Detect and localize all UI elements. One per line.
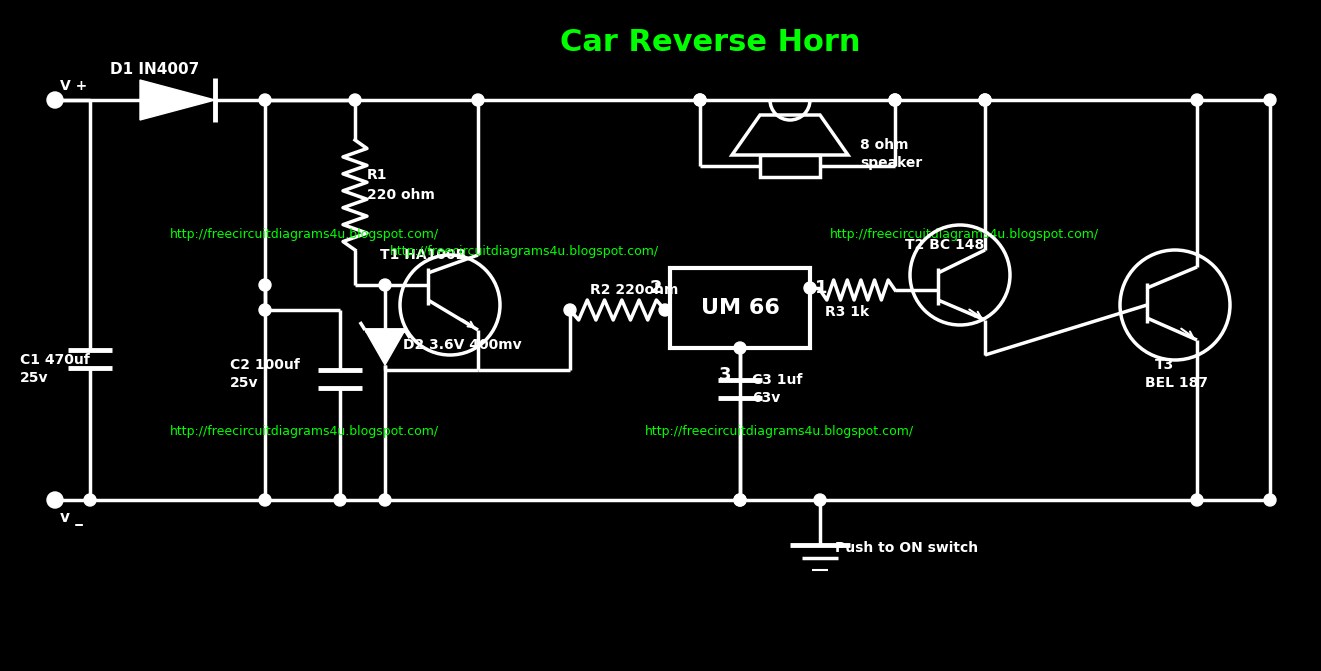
Circle shape [379,494,391,506]
Text: UM 66: UM 66 [700,298,779,318]
Circle shape [1192,494,1203,506]
Circle shape [734,342,746,354]
Bar [760,155,820,177]
Circle shape [814,494,826,506]
Text: V +: V + [59,79,87,93]
Text: BEL 187: BEL 187 [1145,376,1207,390]
Circle shape [379,279,391,291]
Circle shape [48,92,63,108]
Text: C3 1uf: C3 1uf [752,373,802,387]
Text: T3: T3 [1155,358,1174,372]
Text: 220 ohm: 220 ohm [367,188,435,202]
Circle shape [564,304,576,316]
Text: v _: v _ [59,511,83,525]
Circle shape [694,94,705,106]
Circle shape [1192,94,1203,106]
Text: http://freecircuitdiagrams4u.blogspot.com/: http://freecircuitdiagrams4u.blogspot.co… [390,245,659,258]
Text: C1 470uf: C1 470uf [20,353,90,367]
Polygon shape [140,80,215,120]
Text: http://freecircuitdiagrams4u.blogspot.com/: http://freecircuitdiagrams4u.blogspot.co… [170,425,439,438]
Bar [670,268,810,348]
Circle shape [48,492,63,508]
Circle shape [85,494,96,506]
Circle shape [472,94,483,106]
Text: R3 1k: R3 1k [826,305,869,319]
Text: C2 100uf: C2 100uf [230,358,300,372]
Circle shape [259,279,271,291]
Circle shape [979,94,991,106]
Text: 1: 1 [815,279,827,297]
Text: Push to ON switch: Push to ON switch [835,541,978,555]
Circle shape [259,94,271,106]
Circle shape [259,494,271,506]
Circle shape [659,304,671,316]
Text: speaker: speaker [860,156,922,170]
Text: 8 ohm: 8 ohm [860,138,909,152]
Circle shape [734,494,746,506]
Text: http://freecircuitdiagrams4u.blogspot.com/: http://freecircuitdiagrams4u.blogspot.co… [170,228,439,241]
Circle shape [1264,494,1276,506]
Text: http://freecircuitdiagrams4u.blogspot.com/: http://freecircuitdiagrams4u.blogspot.co… [830,228,1099,241]
Circle shape [334,494,346,506]
Circle shape [1264,94,1276,106]
Circle shape [694,94,705,106]
Text: http://freecircuitdiagrams4u.blogspot.com/: http://freecircuitdiagrams4u.blogspot.co… [645,425,914,438]
Circle shape [349,94,361,106]
Text: Car Reverse Horn: Car Reverse Horn [560,28,860,57]
Text: T1 HA100B: T1 HA100B [380,248,466,262]
Text: 25v: 25v [230,376,259,390]
Text: 2: 2 [650,279,662,297]
Circle shape [259,304,271,316]
Polygon shape [365,330,406,365]
Text: 63v: 63v [752,391,781,405]
Text: T2 BC 148: T2 BC 148 [905,238,984,252]
Circle shape [889,94,901,106]
Text: 25v: 25v [20,371,49,385]
Text: D1 IN4007: D1 IN4007 [110,62,199,77]
Text: 3: 3 [719,366,732,384]
Circle shape [979,94,991,106]
Circle shape [804,282,816,294]
Text: R2 220ohm: R2 220ohm [590,283,679,297]
Circle shape [734,494,746,506]
Text: R1: R1 [367,168,387,182]
Text: D2 3.6V 400mv: D2 3.6V 400mv [403,338,522,352]
Circle shape [889,94,901,106]
